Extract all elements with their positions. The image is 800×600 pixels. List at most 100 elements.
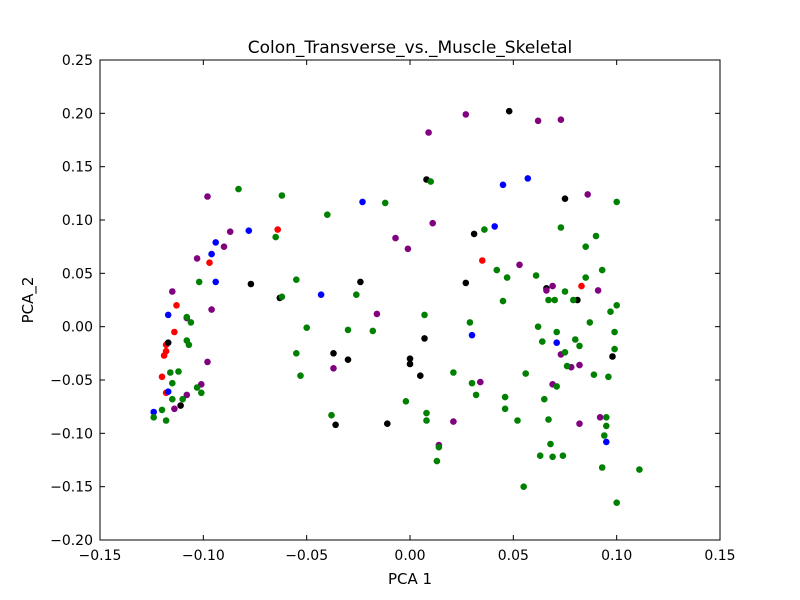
- data-point-series-4-6: [175, 368, 182, 375]
- data-point-series-4-44: [501, 405, 509, 413]
- data-point-series-4-66: [570, 296, 577, 304]
- data-point-series-4-11: [187, 319, 195, 326]
- data-point-series-4-30: [421, 311, 428, 319]
- data-point-series-3-5: [204, 193, 211, 200]
- data-point-series-4-76: [601, 432, 608, 439]
- data-point-series-1-8: [359, 198, 366, 206]
- data-point-series-4-60: [553, 383, 560, 390]
- data-point-series-2-6: [344, 356, 352, 364]
- data-point-series-3-11: [330, 365, 337, 372]
- data-point-series-4-77: [603, 414, 610, 421]
- data-point-series-4-18: [278, 293, 286, 301]
- data-point-series-4-39: [472, 391, 480, 399]
- data-point-series-4-46: [514, 417, 521, 424]
- data-point-series-3-26: [557, 116, 565, 123]
- data-point-series-4-28: [381, 199, 389, 207]
- data-point-series-3-23: [543, 287, 550, 294]
- y-tick-label: −0.10: [50, 426, 93, 442]
- data-point-series-2-16: [505, 107, 513, 115]
- data-point-series-4-13: [198, 389, 205, 397]
- y-tick-label: −0.20: [50, 533, 93, 549]
- data-point-series-3-30: [576, 420, 583, 428]
- data-point-series-4-32: [423, 417, 430, 424]
- y-tick-label: −0.15: [50, 480, 93, 496]
- data-point-series-3-0: [169, 288, 176, 295]
- data-point-series-3-16: [429, 219, 437, 227]
- data-point-series-2-13: [421, 335, 428, 342]
- data-point-series-4-69: [582, 243, 589, 250]
- data-point-series-4-10: [185, 341, 193, 349]
- data-point-series-4-56: [547, 440, 554, 448]
- data-point-series-4-48: [522, 370, 529, 377]
- data-point-series-4-34: [433, 457, 441, 465]
- data-point-series-2-9: [406, 355, 414, 363]
- x-axis-label: PCA 1: [388, 570, 432, 588]
- data-point-series-0-7: [206, 259, 213, 267]
- data-point-series-4-67: [572, 336, 579, 343]
- x-tick-label: 0.10: [601, 548, 632, 564]
- data-point-series-4-41: [493, 266, 501, 274]
- data-point-series-4-45: [503, 274, 511, 281]
- data-point-series-3-7: [208, 306, 215, 313]
- data-point-series-1-3: [208, 250, 215, 258]
- data-point-series-4-0: [150, 414, 157, 421]
- data-point-series-1-0: [150, 408, 157, 416]
- data-point-series-4-24: [328, 411, 335, 419]
- data-point-series-4-16: [272, 233, 280, 241]
- data-point-series-1-9: [468, 331, 476, 339]
- data-point-series-4-75: [598, 464, 606, 471]
- data-point-series-2-14: [462, 279, 470, 287]
- data-point-series-3-22: [534, 117, 542, 125]
- y-tick-label: 0.05: [62, 266, 93, 282]
- data-point-series-4-73: [592, 232, 600, 240]
- data-point-series-4-22: [303, 324, 311, 332]
- data-point-series-4-64: [561, 349, 569, 356]
- data-point-series-2-8: [384, 420, 391, 428]
- data-point-series-1-1: [164, 311, 172, 319]
- x-tick-label: 0.00: [394, 548, 425, 564]
- data-point-series-2-4: [330, 350, 337, 357]
- data-point-series-0-4: [162, 347, 170, 355]
- data-point-series-4-35: [435, 443, 443, 451]
- data-point-series-4-58: [551, 296, 558, 304]
- y-tick-label: 0.10: [62, 213, 93, 229]
- data-point-series-3-12: [373, 310, 381, 318]
- data-point-series-4-50: [534, 323, 542, 331]
- data-point-series-2-7: [357, 278, 364, 286]
- data-point-series-2-11: [417, 372, 424, 380]
- data-point-series-3-33: [596, 414, 604, 421]
- data-point-series-4-74: [598, 266, 606, 274]
- data-point-series-2-20: [609, 353, 616, 360]
- data-point-series-4-4: [169, 379, 176, 387]
- data-point-series-4-52: [539, 338, 546, 345]
- data-point-series-4-43: [501, 393, 509, 401]
- data-point-series-4-19: [293, 276, 300, 284]
- data-point-series-2-1: [177, 402, 184, 409]
- data-point-series-1-4: [212, 239, 219, 246]
- x-tick-label: 0.05: [498, 548, 529, 564]
- data-point-series-4-23: [324, 211, 331, 218]
- data-point-series-4-65: [563, 362, 571, 370]
- data-point-series-4-80: [607, 308, 614, 316]
- data-point-series-4-15: [235, 185, 242, 193]
- y-tick-label: 0.25: [62, 53, 93, 69]
- data-point-series-4-83: [613, 198, 620, 206]
- data-point-series-4-25: [344, 326, 352, 334]
- data-point-series-3-9: [226, 228, 234, 235]
- data-point-series-3-21: [516, 261, 523, 269]
- data-point-series-4-70: [582, 274, 589, 281]
- data-point-series-1-7: [317, 291, 325, 299]
- data-point-series-4-7: [179, 395, 186, 403]
- data-point-series-0-5: [158, 373, 166, 381]
- data-point-series-4-31: [423, 409, 430, 417]
- data-point-series-4-21: [297, 372, 304, 380]
- data-point-series-3-19: [462, 111, 470, 118]
- data-point-series-4-12: [193, 384, 201, 391]
- x-axis: −0.15 −0.10 −0.05 0.00 0.05 0.10 0.15: [79, 60, 736, 564]
- data-point-series-4-42: [499, 297, 507, 305]
- data-point-series-4-72: [590, 371, 598, 379]
- data-point-series-4-53: [541, 395, 548, 403]
- x-tick-label: −0.15: [79, 548, 122, 564]
- data-point-series-1-10: [499, 181, 507, 189]
